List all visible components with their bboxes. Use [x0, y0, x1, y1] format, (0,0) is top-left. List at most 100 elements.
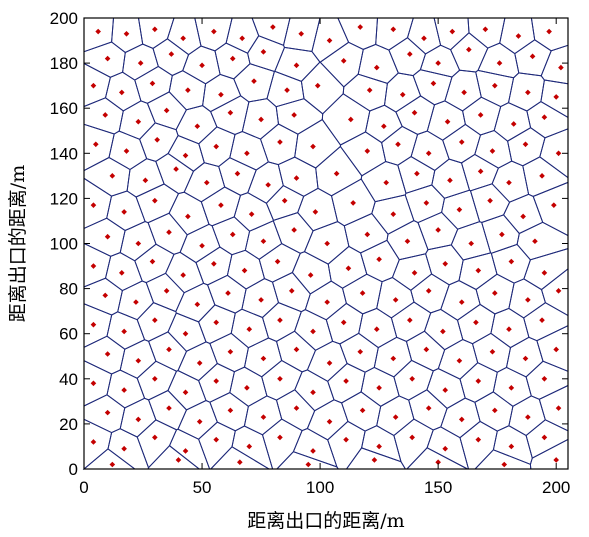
- y-tick-label: 140: [50, 144, 78, 163]
- voronoi-cell: [390, 301, 432, 342]
- seed-point: [135, 240, 142, 247]
- seed-point: [373, 326, 380, 332]
- seed-point: [274, 258, 281, 265]
- seed-point: [166, 229, 172, 236]
- seed-point: [411, 109, 418, 116]
- seed-point: [213, 436, 220, 443]
- seed-point: [241, 267, 248, 274]
- seed-point: [310, 143, 316, 150]
- voronoi-cell: [529, 438, 569, 470]
- voronoi-cell: [233, 192, 275, 232]
- seed-point: [371, 457, 378, 463]
- seed-point: [458, 416, 465, 423]
- voronoi-cell: [449, 32, 489, 73]
- seed-point: [142, 177, 149, 184]
- seed-point: [506, 326, 512, 332]
- x-axis-label: 距离出口的距离/m: [247, 510, 404, 532]
- seed-point: [326, 418, 333, 425]
- seed-point: [227, 109, 234, 116]
- seed-point: [234, 170, 241, 177]
- seed-point: [326, 360, 333, 366]
- voronoi-cell: [361, 425, 402, 463]
- voronoi-cell: [168, 191, 210, 236]
- seed-point: [553, 346, 559, 353]
- seed-point: [199, 62, 205, 69]
- voronoi-cell: [523, 302, 569, 342]
- voronoi-cell: [261, 359, 303, 401]
- voronoi-cell: [405, 447, 468, 470]
- seed-point: [430, 80, 437, 87]
- seed-point: [109, 461, 116, 468]
- seed-point: [435, 227, 441, 233]
- seed-point: [260, 355, 267, 362]
- seed-point: [182, 330, 189, 337]
- seed-point: [477, 112, 484, 118]
- seed-point: [166, 405, 172, 411]
- seed-point: [477, 168, 484, 175]
- seed-point: [277, 434, 283, 441]
- seed-point: [350, 200, 356, 206]
- seed-point: [248, 211, 255, 217]
- voronoi-cell: [83, 394, 126, 434]
- seed-point: [345, 265, 352, 272]
- seed-point: [237, 459, 243, 466]
- voronoi-cell: [258, 243, 301, 283]
- seed-point: [229, 231, 236, 238]
- seed-point: [118, 89, 125, 96]
- seed-point: [152, 376, 158, 382]
- seed-point: [411, 270, 418, 276]
- seed-point: [444, 118, 451, 125]
- seed-point: [180, 272, 186, 278]
- voronoi-cell: [339, 131, 387, 177]
- y-tick-label: 60: [59, 325, 78, 344]
- seed-point: [149, 80, 156, 87]
- voronoi-cell: [433, 17, 470, 51]
- voronoi-cell: [139, 122, 179, 162]
- seed-point: [293, 62, 300, 69]
- voronoi-cell: [83, 156, 131, 197]
- seed-point: [392, 297, 399, 303]
- seed-point: [541, 434, 548, 441]
- voronoi-cell: [306, 399, 349, 441]
- voronoi-cell: [218, 157, 257, 196]
- voronoi-cell: [391, 253, 433, 291]
- seed-point: [347, 116, 354, 123]
- voronoi-cell: [134, 243, 175, 284]
- voronoi-cell: [530, 17, 569, 52]
- seed-point: [218, 202, 224, 208]
- seed-point: [522, 355, 529, 362]
- seed-point: [182, 448, 189, 454]
- seed-point: [203, 179, 210, 186]
- seed-point: [213, 143, 220, 150]
- voronoi-cell: [261, 302, 302, 342]
- seed-point: [553, 457, 559, 463]
- seed-point: [291, 227, 297, 233]
- seed-point: [281, 197, 288, 204]
- y-tick-label: 180: [50, 54, 78, 73]
- voronoi-cell: [209, 446, 271, 470]
- seed-point: [163, 288, 170, 294]
- seed-point: [121, 209, 127, 215]
- seed-point: [251, 78, 257, 84]
- seed-point: [333, 170, 340, 177]
- seed-point: [152, 197, 158, 204]
- seed-point: [359, 407, 366, 414]
- seed-point: [475, 378, 482, 384]
- seed-point: [442, 260, 449, 267]
- seed-point: [366, 87, 373, 93]
- seed-point: [194, 301, 201, 308]
- seed-point: [555, 288, 562, 294]
- seed-point: [508, 443, 515, 450]
- seed-point: [373, 64, 380, 71]
- seed-point: [260, 49, 267, 55]
- voronoi-cell: [165, 251, 205, 294]
- voronoi-cell: [477, 42, 520, 79]
- seed-point: [529, 53, 536, 60]
- seed-point: [501, 461, 508, 468]
- seed-point: [293, 175, 300, 181]
- voronoi-cell: [167, 370, 207, 411]
- seed-point: [558, 64, 564, 71]
- y-axis-ticks: 0 20 40 60 80 100 120 140 160 180 200: [50, 9, 568, 479]
- seed-point: [211, 28, 217, 35]
- seed-point: [298, 30, 305, 37]
